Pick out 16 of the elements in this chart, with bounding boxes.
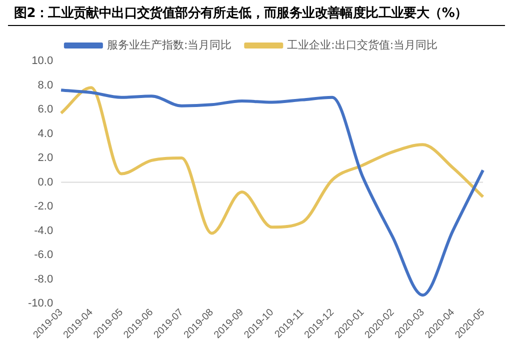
y-tick-label: 2.0: [38, 152, 54, 164]
y-tick-label: 10.0: [32, 55, 54, 68]
y-tick-label: 6.0: [38, 104, 54, 116]
y-tick-label: -4.0: [34, 224, 54, 237]
y-tick-label: -6.0: [34, 249, 54, 262]
y-tick-label: 8.0: [38, 79, 54, 92]
y-tick-label: -2.0: [34, 200, 54, 213]
y-tick-label: -8.0: [34, 273, 54, 286]
chart-title: 图2：工业贡献中出口交货值部分有所走低，而服务业改善幅度比工业要大（%）: [8, 0, 505, 26]
line-series: [60, 86, 484, 235]
line-series: [60, 88, 484, 297]
y-tick-label: 4.0: [38, 128, 54, 140]
y-tick-label: -10.0: [28, 298, 54, 310]
legend-label: 服务业生产指数:当月同比: [106, 38, 232, 52]
legend-label: 工业企业:出口交货值:当月同比: [287, 38, 438, 52]
y-tick-label: 0.0: [38, 176, 54, 188]
